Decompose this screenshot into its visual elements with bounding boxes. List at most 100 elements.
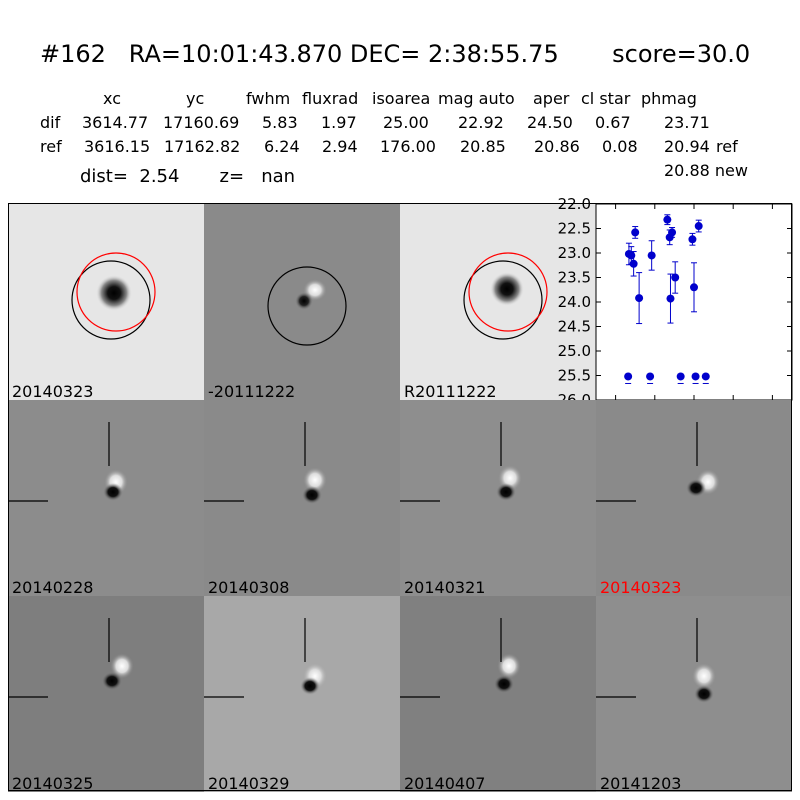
epoch-stamp-panel: 20141203 (596, 596, 792, 792)
science-stamp-panel: 20140323 (8, 204, 204, 400)
col-header-fwhm: fwhm (246, 89, 291, 108)
negative-residual (496, 483, 516, 501)
y-tick-label: 25.0 (558, 342, 591, 360)
epoch-stamp-image (400, 596, 596, 792)
ref-cl-star: 0.08 (602, 137, 638, 156)
negative-residual (102, 672, 122, 690)
col-header-yc: yc (186, 89, 205, 108)
black-aperture-circle (463, 260, 543, 340)
stamp-background (400, 400, 596, 596)
panel-label: 20140323 (600, 578, 682, 596)
data-point (635, 294, 644, 303)
source-blob (490, 272, 524, 306)
col-header-phmag: phmag (641, 89, 697, 108)
source-blob (96, 275, 132, 311)
panel-label: 20140308 (208, 578, 290, 596)
panel-label: 20140325 (12, 774, 94, 792)
ref-aper: 20.86 (534, 137, 580, 156)
epoch-stamp-panel: 20140228 (8, 400, 204, 596)
negative-residual (494, 675, 514, 693)
y-tick-label: 25.5 (558, 367, 591, 385)
epoch-stamp-image (8, 596, 204, 792)
dif-xc: 3614.77 (82, 113, 149, 132)
data-point (690, 283, 698, 292)
ref-phmag-suffix: ref (716, 137, 738, 156)
y-tick-label: 23.5 (558, 269, 591, 287)
black-aperture-circle (267, 266, 347, 346)
page-title: #162 RA=10:01:43.870 DEC= 2:38:55.75 sco… (40, 40, 751, 68)
row-label-dif: dif (40, 113, 61, 132)
col-header-aper: aper (533, 89, 570, 108)
data-point (647, 251, 656, 260)
dif-fwhm: 5.83 (262, 113, 298, 132)
stamp-background (204, 596, 400, 792)
epoch-stamp-panel: 20140325 (8, 596, 204, 792)
epoch-stamp-image (204, 400, 400, 596)
new-phmag: 20.88 new (664, 161, 748, 180)
epoch-stamp-image (400, 400, 596, 596)
positive-residual (110, 653, 134, 679)
col-header-xc: xc (103, 89, 121, 108)
epoch-stamp-image (204, 596, 400, 792)
panel-label: -20111222 (208, 382, 296, 400)
panel-label: 20140329 (208, 774, 290, 792)
ref-xc: 3616.15 (84, 137, 151, 156)
negative-residual (295, 292, 313, 310)
stamp-background (596, 400, 792, 596)
red-aperture-circle (76, 252, 156, 332)
data-point (668, 228, 677, 237)
reference-stamp-image (400, 204, 596, 400)
panel-label: 20141203 (600, 774, 682, 792)
negative-residual (300, 677, 320, 695)
col-header-fluxrad: fluxrad (302, 89, 359, 108)
epoch-stamp-panel: 20140308 (204, 400, 400, 596)
data-point (671, 273, 680, 282)
dif-cl-star: 0.67 (595, 113, 631, 132)
negative-residual (694, 685, 714, 703)
positive-residual (692, 663, 716, 689)
ref-fluxrad: 2.94 (322, 137, 358, 156)
ref-fwhm: 6.24 (264, 137, 300, 156)
dif-mag-auto: 22.92 (458, 113, 504, 132)
science-stamp-image (8, 204, 204, 400)
epoch-stamp-image (8, 400, 204, 596)
ref-yc: 17162.82 (164, 137, 241, 156)
col-header-cl-star: cl star (581, 89, 631, 108)
distance-redshift: dist= 2.54 z= nan (80, 166, 296, 187)
upper-limit-point (701, 372, 710, 381)
upper-limit-point (691, 372, 700, 381)
upper-limit-point (676, 372, 685, 381)
black-aperture-circle (71, 260, 151, 340)
y-tick-label: 23.0 (558, 244, 591, 262)
dif-phmag: 23.71 (664, 113, 710, 132)
upper-limit-point (624, 372, 633, 381)
difference-stamp-panel: -20111222 (204, 204, 400, 400)
panel-label: 20140228 (12, 578, 94, 596)
stamp-background (400, 596, 596, 792)
dif-yc: 17160.69 (163, 113, 240, 132)
y-tick-label: 24.0 (558, 293, 591, 311)
y-tick-label: 24.5 (558, 318, 591, 336)
y-tick-label: 22.0 (558, 195, 591, 213)
data-point (663, 215, 672, 224)
col-header-isoarea: isoarea (372, 89, 431, 108)
epoch-stamp-panel: 20140329 (204, 596, 400, 792)
col-header-mag-auto: mag auto (438, 89, 515, 108)
data-point (629, 259, 638, 268)
epoch-stamp-panel: 20140321 (400, 400, 596, 596)
panel-label: 20140321 (404, 578, 486, 596)
epoch-stamp-image (596, 400, 792, 596)
epoch-stamp-panel: 20140323 (596, 400, 792, 596)
difference-stamp-image (204, 204, 400, 400)
reference-stamp-panel: R20111222 (400, 204, 596, 400)
data-point (694, 222, 703, 231)
light-curve-chart: 22.022.523.023.524.024.525.025.526.0−100… (558, 195, 793, 422)
dif-fluxrad: 1.97 (321, 113, 357, 132)
ref-isoarea: 176.00 (380, 137, 436, 156)
negative-residual (103, 483, 123, 501)
light-curve-svg: 22.022.523.023.524.024.525.025.526.0−100… (558, 195, 793, 422)
red-aperture-circle (468, 252, 548, 332)
y-tick-label: 22.5 (558, 220, 591, 238)
positive-residual (497, 653, 521, 679)
panel-label: 20140407 (404, 774, 486, 792)
